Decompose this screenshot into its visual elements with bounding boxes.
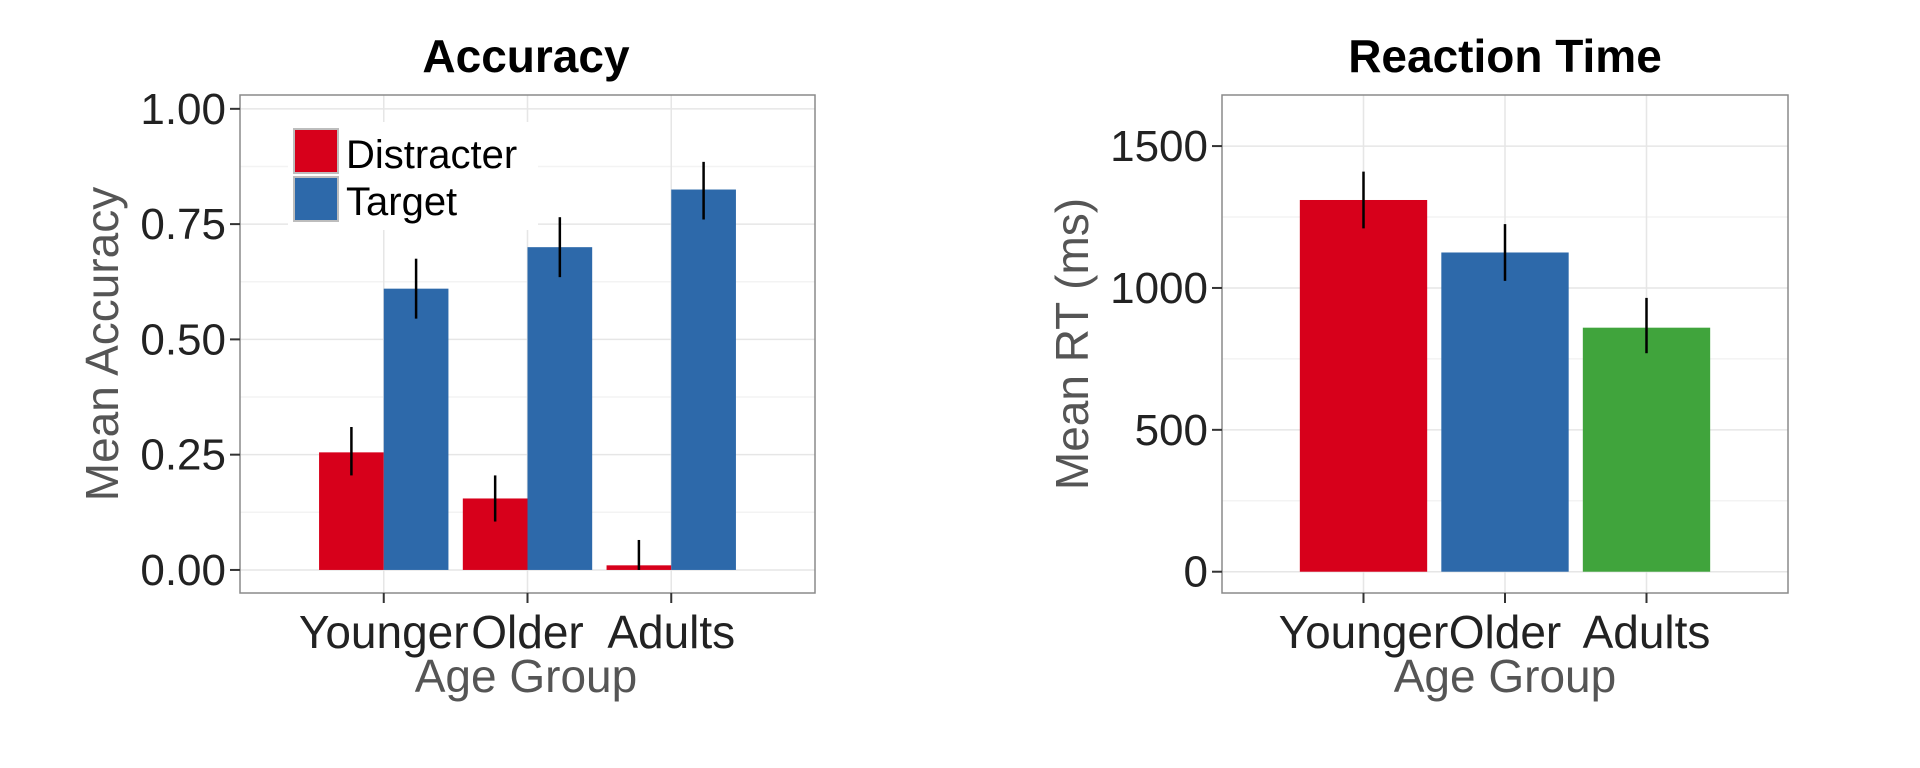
rt-x-axis: Younger Older Adults — [1279, 593, 1711, 658]
accuracy-x-axis-title: Age Group — [415, 650, 637, 702]
rt-y-axis-title: Mean RT (ms) — [1046, 198, 1098, 490]
acc-y-tick-label: 1.00 — [140, 85, 226, 134]
accuracy-chart: Accuracy 0.00 0.25 0.50 0.75 1.00 Younger Old… — [76, 30, 816, 702]
rt-error-bars — [1362, 171, 1648, 354]
acc-y-tick-label: 0.00 — [140, 546, 226, 595]
acc-x-tick-label-adults: Adults — [607, 606, 735, 658]
acc-x-tick-label-older: Older — [471, 606, 583, 658]
acc-y-tick-label: 0.25 — [140, 431, 226, 480]
legend-key-target — [293, 176, 339, 222]
rt-bar-older — [1441, 252, 1569, 572]
acc-bar-adults-target — [671, 189, 736, 570]
accuracy-y-axis: 0.00 0.25 0.50 0.75 1.00 — [140, 85, 240, 595]
rt-y-tick-label: 1000 — [1110, 264, 1208, 313]
reaction-time-title: Reaction Time — [1348, 30, 1662, 82]
accuracy-legend: Distracter Target — [288, 122, 538, 230]
accuracy-title: Accuracy — [422, 30, 630, 82]
rt-y-tick-label: 0 — [1184, 548, 1208, 597]
rt-y-tick-label: 500 — [1135, 406, 1208, 455]
rt-bar-younger — [1299, 199, 1428, 572]
rt-bar-adults — [1582, 327, 1711, 572]
rt-y-axis: 0 500 1000 1500 — [1110, 122, 1222, 597]
rt-x-tick-label-younger: Younger — [1279, 606, 1449, 658]
rt-bars — [1299, 199, 1711, 572]
rt-x-tick-label-adults: Adults — [1583, 606, 1711, 658]
accuracy-bars — [319, 189, 736, 570]
acc-y-tick-label: 0.50 — [140, 315, 226, 364]
accuracy-y-axis-title: Mean Accuracy — [76, 187, 128, 501]
acc-bar-older-target — [527, 247, 593, 570]
acc-y-tick-label: 0.75 — [140, 200, 226, 249]
rt-x-tick-label-older: Older — [1449, 606, 1561, 658]
accuracy-error-bars — [350, 161, 705, 570]
acc-x-tick-label-younger: Younger — [299, 606, 469, 658]
legend-key-distracter — [293, 128, 339, 174]
legend-label-distracter: Distracter — [346, 133, 517, 177]
acc-bar-younger-target — [383, 288, 449, 570]
rt-y-tick-label: 1500 — [1110, 122, 1208, 171]
accuracy-x-axis: Younger Older Adults — [299, 593, 735, 658]
legend-label-target: Target — [346, 180, 457, 224]
rt-x-axis-title: Age Group — [1394, 650, 1616, 702]
